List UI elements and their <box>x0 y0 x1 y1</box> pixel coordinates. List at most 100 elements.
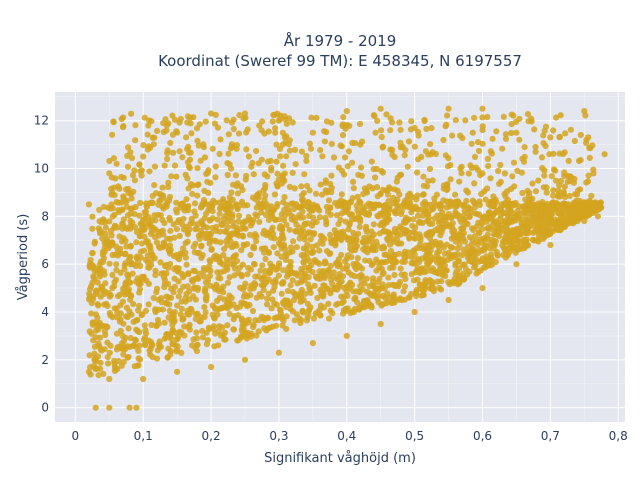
data-point <box>227 231 234 238</box>
data-point <box>255 200 262 207</box>
data-point <box>502 131 509 138</box>
data-point <box>256 218 263 225</box>
data-point <box>410 216 417 223</box>
data-point <box>356 223 363 230</box>
data-point <box>262 192 269 199</box>
data-point <box>170 149 177 156</box>
data-point <box>303 317 310 324</box>
data-point <box>182 171 189 178</box>
data-point <box>411 235 418 242</box>
data-point <box>385 198 392 205</box>
data-point <box>169 328 177 335</box>
data-point <box>586 154 593 161</box>
data-point <box>267 157 274 164</box>
data-point <box>264 301 271 308</box>
data-point <box>142 200 150 207</box>
data-point <box>230 181 237 188</box>
data-point <box>170 289 177 296</box>
data-point <box>413 196 420 203</box>
data-point <box>101 288 108 295</box>
data-point <box>448 279 455 286</box>
x-tick-label: 0,2 <box>202 429 221 443</box>
data-point <box>368 262 375 269</box>
data-point <box>594 213 602 220</box>
data-point <box>498 225 505 232</box>
data-point <box>343 203 350 210</box>
data-point <box>550 127 557 134</box>
data-point <box>380 228 387 235</box>
data-point <box>352 233 359 240</box>
data-point <box>397 144 404 151</box>
data-point <box>257 267 264 274</box>
data-point <box>162 243 170 250</box>
data-point <box>191 276 198 283</box>
data-point <box>335 256 342 263</box>
data-point <box>313 114 320 121</box>
data-point <box>452 117 459 124</box>
data-point <box>159 184 166 191</box>
data-point <box>168 173 175 180</box>
data-point <box>251 261 258 268</box>
data-point <box>136 342 143 349</box>
data-point <box>538 154 546 161</box>
data-point <box>371 113 378 120</box>
data-point <box>338 278 345 285</box>
data-point <box>120 174 127 181</box>
data-point <box>547 134 554 141</box>
data-point <box>114 344 121 351</box>
data-point <box>327 307 334 314</box>
data-point <box>189 342 196 349</box>
data-point <box>535 177 542 184</box>
data-point <box>105 360 112 367</box>
data-point <box>479 285 486 292</box>
data-point <box>430 205 437 212</box>
data-point <box>268 234 275 241</box>
data-point <box>320 304 327 311</box>
data-point <box>187 305 194 312</box>
data-point <box>188 130 195 137</box>
data-point <box>306 306 313 313</box>
data-point <box>500 113 507 120</box>
data-point <box>442 267 449 274</box>
data-point <box>436 265 444 273</box>
data-point <box>229 261 236 268</box>
data-point <box>469 129 476 136</box>
data-point <box>303 157 310 164</box>
data-point <box>339 273 347 280</box>
data-point <box>397 126 404 133</box>
data-point <box>141 114 148 121</box>
data-point <box>244 126 251 133</box>
data-point <box>433 191 440 198</box>
data-point <box>243 331 251 338</box>
data-point <box>214 216 221 223</box>
data-point <box>310 231 317 238</box>
data-point <box>179 316 186 323</box>
data-point <box>282 256 289 263</box>
data-point <box>234 190 241 197</box>
data-point <box>329 273 336 280</box>
data-point <box>499 242 506 249</box>
data-point <box>119 124 127 131</box>
data-point <box>275 272 282 279</box>
data-point <box>406 192 413 199</box>
data-point <box>549 192 557 199</box>
data-point <box>190 267 197 274</box>
data-point <box>89 213 96 220</box>
data-point <box>198 254 205 261</box>
data-point <box>130 342 137 349</box>
data-point <box>241 356 249 363</box>
data-point <box>411 247 418 254</box>
data-point <box>356 263 363 270</box>
data-point <box>549 228 556 235</box>
data-point <box>289 169 296 176</box>
data-point <box>401 152 408 159</box>
data-point <box>445 296 452 304</box>
data-point <box>429 177 436 184</box>
data-point <box>157 259 164 266</box>
data-point <box>159 227 166 234</box>
data-point <box>250 194 257 201</box>
data-point <box>567 216 574 223</box>
data-point <box>141 225 148 232</box>
data-point <box>119 332 126 339</box>
data-point <box>132 137 139 144</box>
